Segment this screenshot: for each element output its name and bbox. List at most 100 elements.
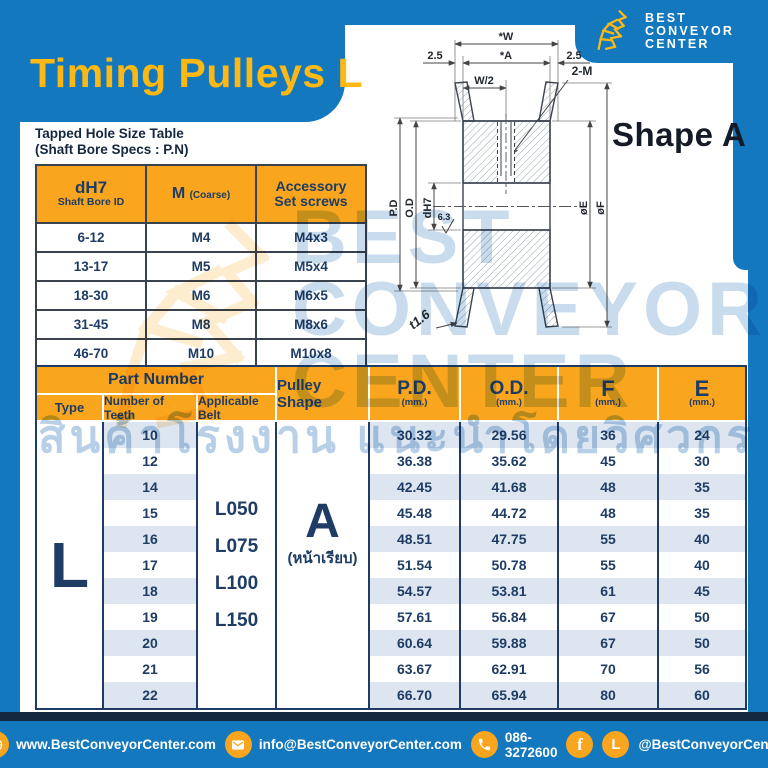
od-cell: 41.68 (461, 474, 559, 500)
svg-text:2.5: 2.5 (566, 50, 581, 62)
teeth-cell: 19 (104, 604, 198, 630)
svg-text:2-M: 2-M (572, 64, 593, 78)
pd-cell: 63.67 (370, 656, 461, 682)
col-header-setscrews: Accessory Set screws (255, 163, 367, 224)
f-cell: 36 (559, 422, 659, 448)
od-cell: 50.78 (461, 552, 559, 578)
pd-cell: 57.61 (370, 604, 461, 630)
svg-text:O.D: O.D (404, 198, 416, 218)
table-row: 18-30 M6 M6x5 (35, 279, 367, 311)
od-cell: 47.75 (461, 526, 559, 552)
f-cell: 70 (559, 656, 659, 682)
footer-divider (0, 712, 768, 721)
f-cell: 67 (559, 604, 659, 630)
svg-text:6.3: 6.3 (438, 212, 451, 222)
teeth-cell: 20 (104, 630, 198, 656)
tapped-table-title: Tapped Hole Size Table (35, 126, 184, 141)
e-cell: 35 (694, 505, 710, 521)
od-cell: 56.84 (461, 604, 559, 630)
belt-header: Applicable Belt (198, 394, 277, 422)
logo-block: BEST CONVEYOR CENTER (575, 0, 768, 63)
svg-text:øE: øE (578, 201, 590, 215)
e-cell: 45 (659, 578, 745, 604)
facebook-icon[interactable]: f (566, 731, 594, 758)
f-cell: 55 (559, 526, 659, 552)
pulley-shape-header: Pulley Shape (277, 367, 370, 422)
f-cell: 80 (559, 682, 659, 708)
od-cell: 44.72 (461, 500, 559, 526)
svg-text:dH7: dH7 (422, 198, 434, 219)
od-header: O.D. (mm.) (461, 367, 559, 422)
type-value: L (37, 422, 104, 708)
mail-icon (224, 731, 252, 758)
e-cell: 40 (659, 526, 745, 552)
f-cell: 48 (559, 500, 659, 526)
e-cell: 56 (694, 661, 710, 677)
teeth-cell: 10 (104, 422, 198, 448)
svg-text:*W: *W (499, 31, 514, 43)
line-icon[interactable]: L (602, 731, 630, 758)
pd-cell: 66.70 (370, 682, 461, 708)
teeth-cell: 21 (104, 656, 198, 682)
col-header-bore: dH7 Shaft Bore ID (35, 163, 147, 224)
e-cell: 60 (659, 682, 745, 708)
svg-text:2.5: 2.5 (427, 50, 442, 62)
teeth-header: Number of Teeth (104, 394, 198, 422)
od-cell: 35.62 (461, 448, 559, 474)
pd-cell: 36.38 (370, 448, 461, 474)
e-cell: 40 (694, 557, 710, 573)
tapped-hole-table-section: Tapped Hole Size Table (Shaft Bore Specs… (35, 126, 367, 369)
od-cell: 62.91 (461, 656, 559, 682)
f-cell: 61 (559, 578, 659, 604)
svg-text:t1.6: t1.6 (406, 306, 433, 332)
pulley-shape-value: A (หน้าเรียบ) (277, 422, 370, 708)
pulley-technical-drawing: *W *A 2.5 2.5 W/2 2-M 6.3 P.D O.D dH7 øE… (388, 31, 612, 332)
table-row: 31-45 M8 M8x6 (35, 308, 367, 340)
pd-cell: 54.57 (370, 578, 461, 604)
right-accent-tab (733, 62, 768, 270)
teeth-cell: 17 (104, 552, 198, 578)
svg-text:W/2: W/2 (474, 75, 494, 87)
pd-header: P.D. (mm.) (370, 367, 461, 422)
e-cell: 24 (659, 422, 745, 448)
e-cell: 50 (659, 630, 745, 656)
teeth-cell: 18 (104, 578, 198, 604)
e-cell: 50 (694, 609, 710, 625)
goat-logo-icon (597, 9, 628, 51)
pd-cell: 51.54 (370, 552, 461, 578)
phone-link[interactable]: 086-3272600 (470, 730, 557, 760)
od-cell: 53.81 (461, 578, 559, 604)
email-link[interactable]: info@BestConveyorCenter.com (224, 731, 462, 758)
pd-cell: 48.51 (370, 526, 461, 552)
teeth-cell: 22 (104, 682, 198, 708)
f-cell: 67 (559, 630, 659, 656)
table-row: 6-12 M4 M4x3 (35, 221, 367, 253)
pd-cell: 42.45 (370, 474, 461, 500)
e-cell: 30 (694, 453, 710, 469)
e-header: E (mm.) (659, 367, 745, 422)
od-cell: 29.56 (461, 422, 559, 448)
pd-cell: 60.64 (370, 630, 461, 656)
f-cell: 45 (559, 448, 659, 474)
svg-text:*A: *A (500, 50, 512, 62)
pd-cell: 30.32 (370, 422, 461, 448)
brand-name: BEST CONVEYOR CENTER (645, 10, 735, 51)
svg-text:øF: øF (595, 201, 607, 215)
f-header: F (mm.) (559, 367, 659, 422)
f-cell: 48 (559, 474, 659, 500)
social-handle[interactable]: @BestConveyorCenter (638, 737, 768, 752)
applicable-belts: L050 L075 L100 L150 (198, 422, 277, 708)
teeth-cell: 16 (104, 526, 198, 552)
tapped-hole-table: dH7 Shaft Bore ID M (Coarse) Accessory S… (35, 163, 367, 369)
teeth-cell: 14 (104, 474, 198, 500)
website-link[interactable]: www.BestConveyorCenter.com (0, 731, 216, 758)
svg-text:P.D: P.D (388, 199, 400, 216)
title-block: Timing Pulleys L (0, 0, 363, 122)
teeth-cell: 15 (104, 500, 198, 526)
od-cell: 65.94 (461, 682, 559, 708)
teeth-cell: 12 (104, 448, 198, 474)
footer-contact-bar: www.BestConveyorCenter.com info@BestConv… (0, 721, 768, 768)
e-cell: 35 (659, 474, 745, 500)
od-cell: 59.88 (461, 630, 559, 656)
